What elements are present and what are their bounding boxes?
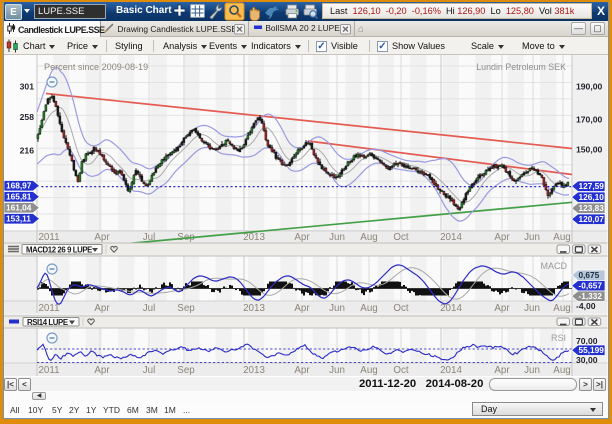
svg-text:2011: 2011	[38, 365, 59, 376]
svg-text:Jun: Jun	[524, 232, 540, 243]
svg-text:MACD: MACD	[541, 261, 568, 271]
svg-text:Jun: Jun	[329, 232, 345, 243]
svg-text:216: 216	[20, 146, 35, 156]
svg-text:Jun: Jun	[524, 365, 540, 376]
svg-text:Apr: Apr	[94, 303, 110, 314]
svg-text:Jul: Jul	[143, 232, 156, 243]
svg-text:Apr: Apr	[294, 232, 310, 243]
svg-text:170,00: 170,00	[576, 115, 603, 125]
svg-text:70,00: 70,00	[576, 336, 598, 346]
svg-text:150,00: 150,00	[576, 145, 603, 155]
svg-text:-1,332: -1,332	[579, 291, 603, 301]
svg-text:2013: 2013	[243, 232, 265, 243]
svg-text:-4,00: -4,00	[576, 301, 596, 311]
svg-text:Percent since 2009-08-19: Percent since 2009-08-19	[44, 62, 148, 72]
svg-text:2011: 2011	[38, 232, 59, 243]
svg-text:190,00: 190,00	[576, 82, 603, 92]
svg-text:Jul: Jul	[143, 303, 156, 314]
svg-text:168,97: 168,97	[6, 181, 32, 191]
svg-text:Apr: Apr	[294, 303, 310, 314]
svg-text:2013: 2013	[243, 365, 265, 376]
svg-text:Apr: Apr	[494, 365, 510, 376]
svg-text:127,59: 127,59	[579, 181, 605, 191]
svg-text:123,83: 123,83	[579, 203, 605, 213]
svg-text:Aug: Aug	[553, 365, 570, 376]
svg-text:Oct: Oct	[393, 303, 409, 314]
svg-text:2014: 2014	[440, 232, 462, 243]
svg-text:Aug: Aug	[360, 232, 377, 243]
svg-text:Oct: Oct	[393, 365, 409, 376]
svg-text:2014: 2014	[440, 303, 462, 314]
svg-text:Apr: Apr	[294, 365, 310, 376]
svg-text:258: 258	[20, 112, 35, 122]
svg-text:MACD12 26 9 LUPE: MACD12 26 9 LUPE	[26, 246, 92, 255]
svg-text:Apr: Apr	[94, 365, 110, 376]
svg-text:0,675: 0,675	[579, 270, 600, 280]
svg-text:126,10: 126,10	[579, 192, 605, 202]
svg-text:Jun: Jun	[329, 303, 345, 314]
svg-text:-0,657: -0,657	[579, 281, 603, 291]
svg-text:165,81: 165,81	[6, 192, 32, 202]
svg-text:301: 301	[20, 82, 35, 92]
svg-text:120,07: 120,07	[579, 214, 605, 224]
svg-text:2013: 2013	[243, 303, 265, 314]
svg-text:2014: 2014	[440, 365, 462, 376]
svg-text:55,199: 55,199	[579, 345, 605, 355]
svg-text:RSI: RSI	[551, 333, 566, 343]
svg-text:Oct: Oct	[393, 232, 409, 243]
svg-text:Aug: Aug	[553, 232, 570, 243]
svg-text:2011: 2011	[38, 303, 59, 314]
svg-text:Jun: Jun	[524, 303, 540, 314]
svg-text:Jul: Jul	[143, 365, 156, 376]
svg-text:Lundin Petroleum SEK: Lundin Petroleum SEK	[476, 62, 566, 72]
svg-text:Aug: Aug	[360, 303, 377, 314]
svg-text:Apr: Apr	[94, 232, 110, 243]
svg-text:Apr: Apr	[494, 232, 510, 243]
svg-text:30,00: 30,00	[576, 355, 598, 365]
svg-text:Aug: Aug	[360, 365, 377, 376]
svg-text:Sep: Sep	[177, 303, 195, 314]
svg-text:Aug: Aug	[553, 303, 570, 314]
svg-text:RSI14 LUPE: RSI14 LUPE	[27, 318, 68, 327]
svg-text:Sep: Sep	[177, 365, 195, 376]
svg-text:Jun: Jun	[329, 365, 345, 376]
svg-text:153,11: 153,11	[6, 214, 31, 224]
svg-text:Apr: Apr	[494, 303, 510, 314]
svg-text:161,04: 161,04	[6, 203, 32, 213]
